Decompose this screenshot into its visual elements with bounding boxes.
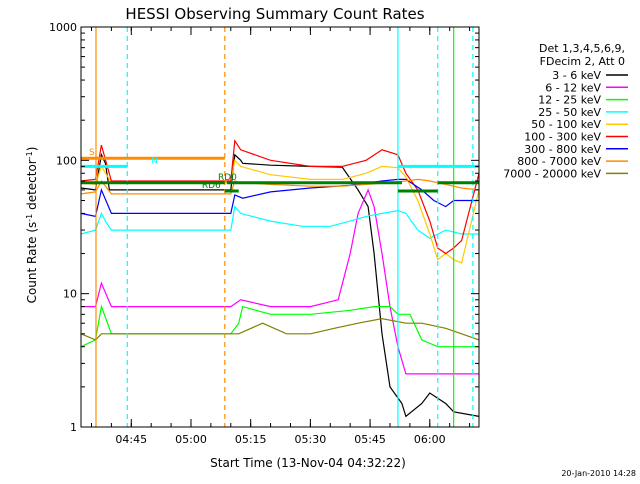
y-tick-label-1: 10	[63, 288, 77, 301]
y-tick-label-3: 1000	[49, 21, 77, 34]
x-axis-label: Start Time (13-Nov-04 04:32:22)	[210, 456, 406, 470]
x-tick-label-5: 06:00	[414, 433, 446, 446]
x-tick-label-3: 05:30	[295, 433, 327, 446]
flag-label-3: RD6	[202, 181, 221, 191]
legend-label-5: 100 - 300 keV	[524, 131, 601, 144]
series-line-8	[80, 317, 480, 341]
footer-date: 20-Jan-2010 14:28	[561, 469, 636, 478]
flag-label-2: RD0	[218, 173, 237, 183]
series-line-5	[80, 139, 480, 255]
y-tick-label-0: 1	[70, 421, 77, 434]
legend-label-1: 6 - 12 keV	[545, 81, 601, 94]
legend-label-2: 12 - 25 keV	[538, 94, 601, 107]
legend-label-0: 3 - 6 keV	[552, 69, 601, 82]
legend-header-line-1: Det 1,3,4,5,6,9,	[539, 42, 625, 55]
series-line-2	[80, 304, 479, 348]
series-line-3	[80, 205, 479, 239]
legend-label-4: 50 - 100 keV	[531, 118, 601, 131]
legend-label-8: 7000 - 20000 keV	[503, 167, 601, 180]
x-tick-label-4: 05:45	[354, 433, 386, 446]
chart-title: HESSI Observing Summary Count Rates	[125, 5, 424, 23]
series-line-0	[80, 152, 480, 418]
legend-header-line-2: FDecim 2, Att 0	[540, 55, 625, 68]
plot-frame	[80, 26, 480, 428]
series-line-7	[80, 178, 480, 195]
y-axis-label: Count Rate (s-1 detector-1)	[25, 147, 39, 304]
x-tick-label-2: 05:15	[235, 433, 267, 446]
legend-label-3: 25 - 50 keV	[538, 106, 601, 119]
x-tick-label-1: 05:00	[175, 433, 207, 446]
legend-label-6: 300 - 800 keV	[524, 143, 601, 156]
x-tick-label-0: 04:45	[115, 433, 147, 446]
flag-label-1: N	[151, 156, 158, 166]
legend-label-7: 800 - 7000 keV	[517, 155, 601, 168]
flag-label-0: S	[89, 148, 95, 158]
y-tick-label-2: 100	[56, 154, 77, 167]
